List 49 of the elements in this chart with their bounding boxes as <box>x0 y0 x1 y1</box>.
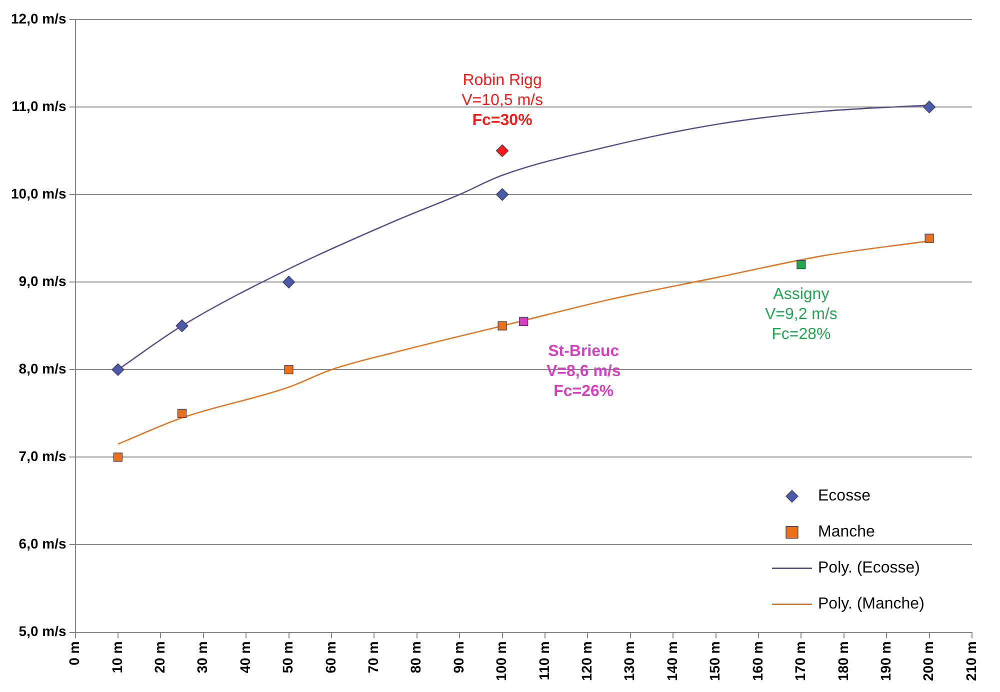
x-tick-label: 120 m <box>578 641 595 682</box>
y-tick-label: 6,0 m/s <box>18 536 66 552</box>
y-tick-label: 7,0 m/s <box>18 448 66 464</box>
point <box>924 234 934 243</box>
point <box>282 276 296 288</box>
y-tick-label: 8,0 m/s <box>18 360 66 376</box>
legend-label: Manche <box>818 524 876 541</box>
point <box>284 365 294 374</box>
x-tick-label: 100 m <box>493 641 510 682</box>
point <box>176 320 188 332</box>
y-tick-label: 9,0 m/s <box>18 272 66 289</box>
point <box>496 188 509 201</box>
point <box>796 260 806 270</box>
point <box>496 144 509 158</box>
x-tick-label: 210 m <box>962 641 979 682</box>
annotation: Assigny V=9,2 m/s Fc=28% <box>764 286 838 343</box>
point <box>113 452 123 462</box>
x-tick-label: 20 m <box>152 641 168 674</box>
x-tick-label: 80 m <box>408 641 424 674</box>
x-tick-label: 110 m <box>536 641 552 680</box>
point <box>519 316 528 326</box>
legend-label: Ecosse <box>818 488 871 505</box>
legend-label: Poly. (Ecosse) <box>818 560 920 577</box>
y-tick-label: 10,0 m/s <box>10 185 66 202</box>
x-tick-label: 10 m <box>108 641 125 674</box>
point <box>177 408 187 418</box>
y-tick-label: 11,0 m/s <box>12 98 66 114</box>
x-tick-label: 180 m <box>834 641 851 682</box>
x-tick-label: 190 m <box>877 641 894 682</box>
annotation: Robin Rigg V=10,5 m/s Fc=30% <box>462 72 543 130</box>
x-tick-label: 50 m <box>280 641 296 674</box>
x-tick-label: 0 m <box>66 641 82 666</box>
x-tick-label: 160 m <box>749 641 766 682</box>
point <box>112 363 124 376</box>
x-tick-label: 140 m <box>664 641 680 682</box>
x-tick-label: 170 m <box>792 641 808 682</box>
point <box>923 100 936 114</box>
x-tick-label: 90 m <box>450 641 466 674</box>
x-tick-label: 200 m <box>920 641 936 682</box>
legend-label: Poly. (Manche) <box>818 596 924 613</box>
x-tick-label: 30 m <box>194 641 210 674</box>
x-tick-label: 150 m <box>706 641 723 682</box>
x-tick-label: 40 m <box>236 641 253 674</box>
x-tick-label: 60 m <box>322 641 338 674</box>
point <box>498 321 507 330</box>
x-tick-label: 130 m <box>621 641 638 682</box>
x-tick-label: 70 m <box>365 641 382 674</box>
y-tick-label: 12,0 m/s <box>10 10 66 26</box>
y-tick-label: 5,0 m/s <box>18 623 66 640</box>
